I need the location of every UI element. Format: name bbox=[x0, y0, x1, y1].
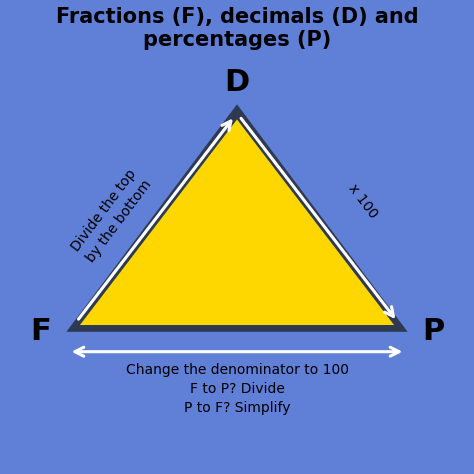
Text: P: P bbox=[423, 317, 445, 346]
Text: percentages (P): percentages (P) bbox=[143, 30, 331, 50]
Text: Change the denominator to 100: Change the denominator to 100 bbox=[126, 363, 348, 377]
Text: Fractions (F), decimals (D) and: Fractions (F), decimals (D) and bbox=[55, 7, 419, 27]
Text: x 100: x 100 bbox=[346, 182, 380, 221]
Text: F: F bbox=[30, 317, 51, 346]
Text: P to F? Simplify: P to F? Simplify bbox=[184, 401, 290, 415]
Text: D: D bbox=[224, 68, 250, 98]
Polygon shape bbox=[80, 119, 394, 325]
Polygon shape bbox=[66, 104, 408, 332]
Text: F to P? Divide: F to P? Divide bbox=[190, 382, 284, 396]
Text: Divide the top
by the bottom: Divide the top by the bottom bbox=[69, 166, 154, 265]
